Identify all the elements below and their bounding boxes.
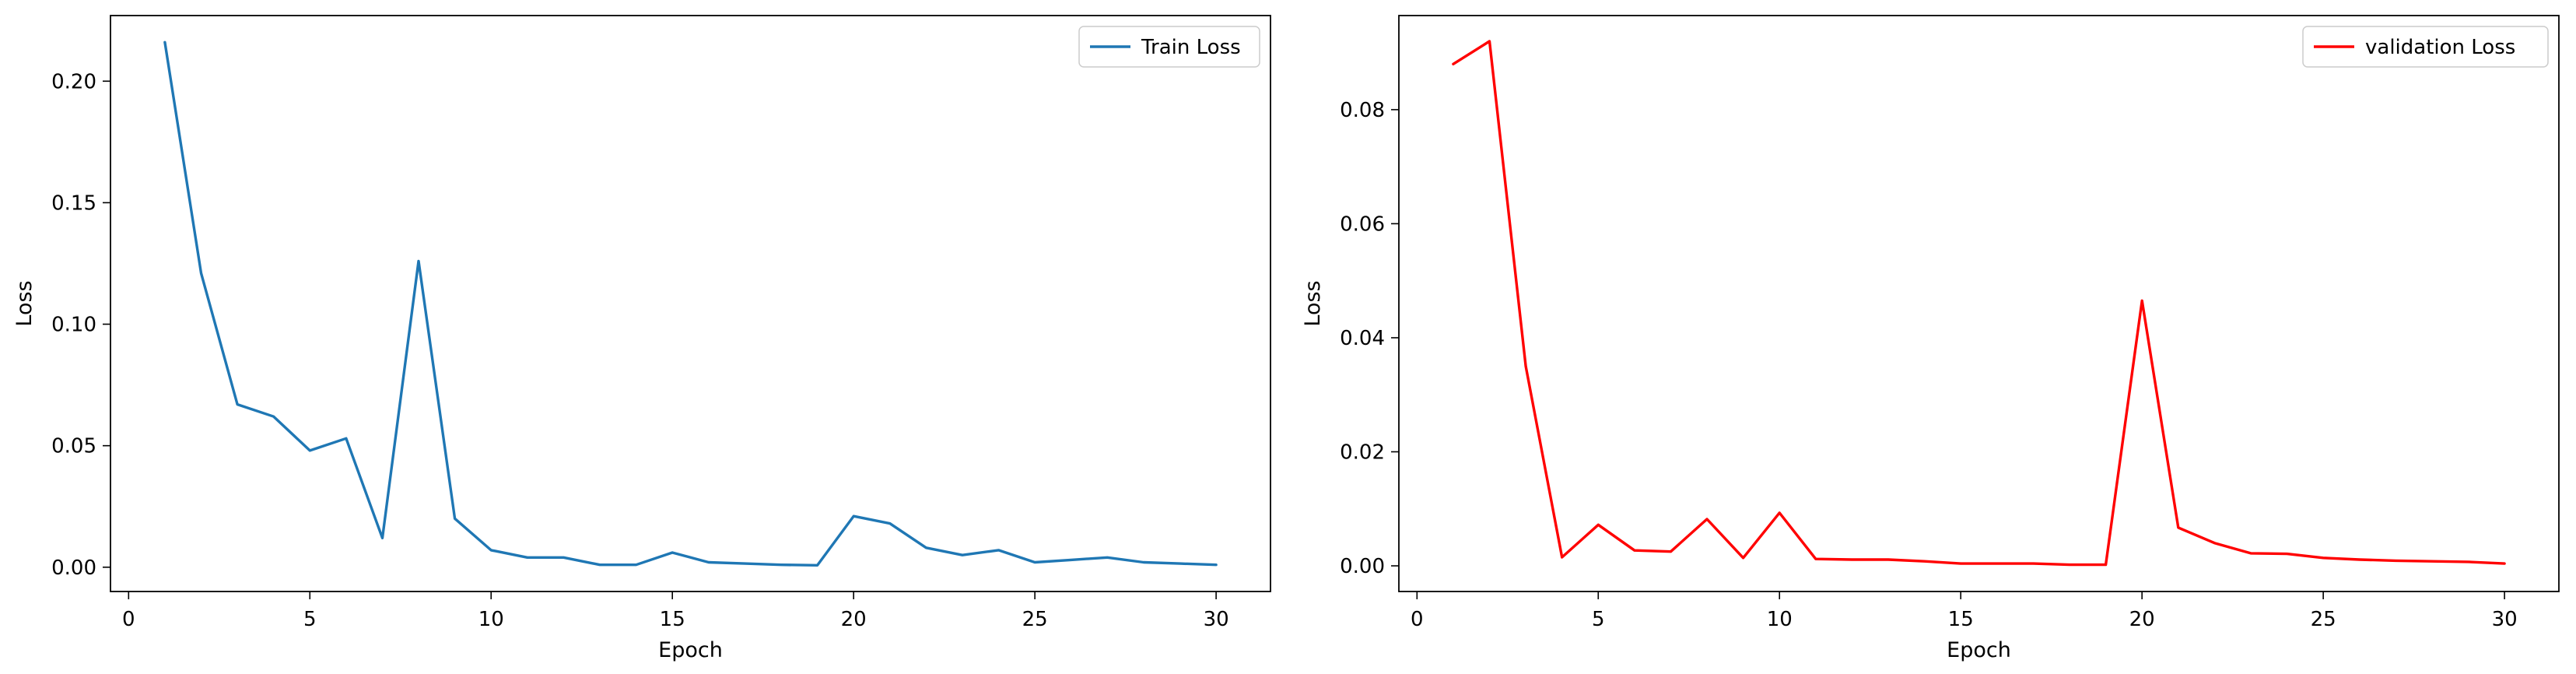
x-axis-label: Epoch (658, 638, 723, 662)
x-tick-label: 5 (1592, 608, 1605, 631)
plot-frame (110, 15, 1271, 592)
y-tick-label: 0.02 (1340, 441, 1385, 464)
x-tick-label: 15 (1948, 608, 1974, 631)
y-tick-label: 0.06 (1340, 212, 1385, 236)
x-tick-label: 10 (478, 608, 504, 631)
x-tick-label: 10 (1767, 608, 1793, 631)
y-axis-label: Loss (1301, 280, 1325, 326)
y-axis-label: Loss (12, 280, 37, 326)
legend-box (2302, 26, 2549, 68)
legend-box (1078, 26, 1260, 68)
plot-frame (1398, 15, 2560, 592)
x-tick-label: 0 (122, 608, 135, 631)
y-tick-label: 0.10 (51, 314, 96, 337)
series-line-validation-loss (1452, 40, 2506, 567)
x-axis-label: Epoch (1947, 638, 2011, 662)
x-tick-label: 15 (660, 608, 685, 631)
x-tick-label: 20 (2129, 608, 2155, 631)
x-tick-label: 0 (1411, 608, 1424, 631)
x-tick-label: 25 (2311, 608, 2336, 631)
y-tick-label: 0.20 (51, 70, 96, 93)
x-tick-label: 30 (1204, 608, 1229, 631)
y-tick-label: 0.00 (1340, 555, 1385, 578)
y-tick-label: 0.08 (1340, 99, 1385, 122)
legend-label: validation Loss (2365, 36, 2515, 59)
legend: Train Loss (1078, 26, 1260, 68)
y-tick-label: 0.05 (51, 435, 96, 458)
y-tick-label: 0.04 (1340, 327, 1385, 350)
x-tick-label: 20 (841, 608, 867, 631)
legend-label: Train Loss (1141, 36, 1241, 59)
x-tick-label: 25 (1022, 608, 1048, 631)
legend: validation Loss (2302, 26, 2549, 68)
y-tick-label: 0.00 (51, 556, 96, 580)
x-tick-label: 30 (2492, 608, 2518, 631)
y-tick-label: 0.15 (51, 191, 96, 215)
chart-2: 0 5 10 15 20 25 30 0.00 0.02 0.04 0.06 0.08 Epoch Los… (1301, 15, 2560, 662)
series-line-train-loss (163, 40, 1218, 567)
x-tick-label: 5 (303, 608, 317, 631)
chart-1: 0 5 10 15 20 25 30 0.00 0.05 0.10 0.15 0.20 Epoch Los… (12, 15, 1271, 662)
